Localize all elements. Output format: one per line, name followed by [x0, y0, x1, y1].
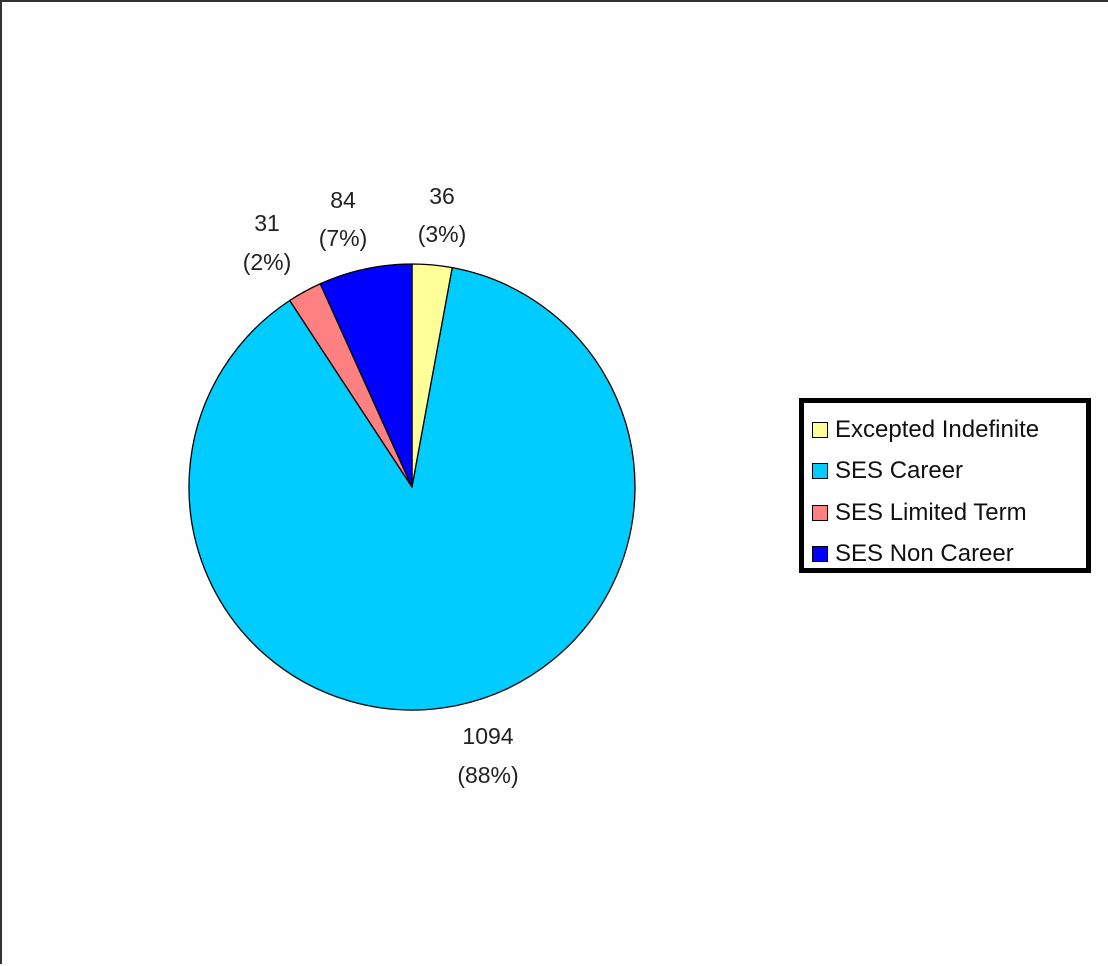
legend-label: SES Non Career — [835, 540, 1014, 568]
legend-item-excepted-indefinite: Excepted Indefinite — [812, 409, 1086, 451]
slice-percent-label: (7%) — [319, 225, 368, 251]
legend-item-ses-career: SES Career — [812, 451, 1086, 493]
legend-label: SES Career — [835, 457, 964, 485]
legend: Excepted Indefinite SES Career SES Limit… — [799, 398, 1091, 573]
slice-percent-label: (2%) — [243, 249, 292, 275]
pie-labels: 36 (3%) 1094 (88%) 31 (2%) 84 (7%) — [243, 183, 519, 788]
legend-item-ses-non-career: SES Non Career — [812, 534, 1086, 576]
legend-swatch-ses-career — [812, 463, 828, 480]
slice-value-label: 31 — [254, 210, 280, 236]
legend-label: Excepted Indefinite — [835, 415, 1040, 443]
slice-percent-label: (3%) — [418, 221, 467, 247]
legend-item-ses-limited-term: SES Limited Term — [812, 492, 1086, 534]
legend-swatch-ses-limited-term — [812, 504, 828, 521]
legend-swatch-excepted-indefinite — [812, 421, 828, 438]
pie-slice-ses-career — [188, 267, 636, 711]
slice-percent-label: (88%) — [457, 762, 518, 788]
pie-slices — [188, 263, 636, 711]
legend-label: SES Limited Term — [835, 498, 1027, 526]
slice-value-label: 1094 — [462, 723, 513, 749]
slice-value-label: 84 — [330, 187, 356, 213]
legend-swatch-ses-non-career — [812, 546, 828, 563]
slice-value-label: 36 — [429, 183, 455, 209]
pie-slice-ses-non-career — [319, 263, 413, 488]
